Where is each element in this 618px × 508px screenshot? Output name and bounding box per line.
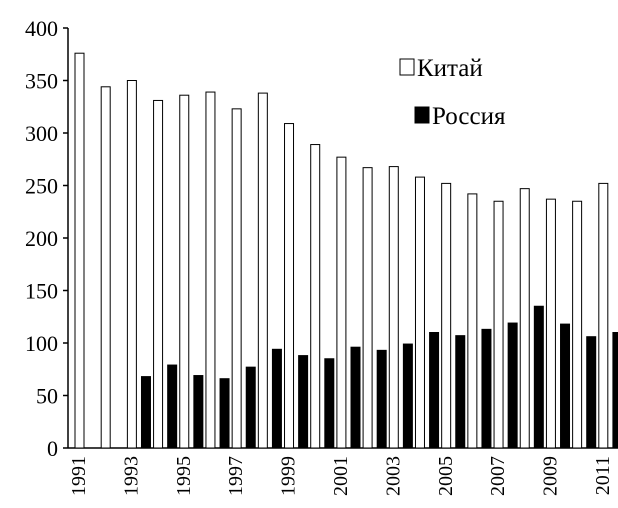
bar [179, 94, 190, 449]
bar [493, 200, 504, 449]
legend-label: Китай [417, 55, 483, 82]
bar [429, 332, 440, 449]
bar [376, 349, 387, 449]
legend-swatch [414, 106, 430, 124]
bar [388, 166, 399, 449]
y-tick-label: 350 [25, 69, 58, 94]
bar [467, 193, 478, 449]
y-tick-label: 200 [25, 226, 58, 251]
bar [324, 358, 335, 449]
bar [257, 92, 268, 449]
bar [100, 86, 111, 449]
bar [519, 188, 530, 449]
bar [284, 123, 295, 449]
bar [560, 323, 571, 449]
bar [598, 182, 609, 449]
bar [402, 343, 413, 449]
bar [481, 328, 492, 449]
bar [205, 91, 216, 449]
bar [507, 322, 518, 449]
y-tick-label: 100 [25, 331, 58, 356]
bar [219, 378, 230, 449]
bar [245, 366, 256, 449]
bar [362, 167, 373, 449]
y-tick-label: 250 [25, 174, 58, 199]
bar [167, 364, 178, 449]
bar [298, 355, 309, 449]
x-tick-label: 2003 [382, 456, 404, 496]
bar [455, 335, 466, 449]
bar [153, 99, 164, 449]
x-tick-label: 2001 [330, 456, 352, 496]
bar [350, 346, 361, 449]
x-tick-label: 2009 [540, 456, 562, 496]
bar [74, 52, 85, 449]
y-tick-label: 50 [36, 384, 58, 409]
x-tick-label: 2005 [435, 456, 457, 496]
x-tick-label: 1997 [225, 456, 247, 496]
legend-label: Россия [432, 103, 506, 130]
x-tick-label: 2007 [487, 456, 509, 496]
bar [140, 376, 151, 449]
bar [572, 200, 583, 449]
y-tick-label: 0 [47, 436, 58, 461]
x-tick-label: 2011 [592, 456, 614, 495]
x-tick-label: 1993 [120, 456, 142, 496]
bar [336, 156, 347, 449]
x-tick-label: 1999 [278, 456, 300, 496]
legend-swatch [399, 58, 415, 76]
bar [414, 176, 425, 449]
x-tick-label: 1995 [173, 456, 195, 496]
bar [310, 144, 321, 449]
bar [533, 305, 544, 449]
y-tick-label: 150 [25, 279, 58, 304]
bar [126, 80, 137, 449]
bar [545, 198, 556, 449]
bar [271, 348, 282, 449]
bar [586, 336, 597, 449]
y-tick-label: 300 [25, 121, 58, 146]
x-tick-label: 1991 [68, 456, 90, 496]
bar [193, 375, 204, 449]
bar [612, 332, 618, 449]
bar [441, 182, 452, 449]
bar [231, 108, 242, 449]
y-tick-label: 400 [25, 16, 58, 41]
